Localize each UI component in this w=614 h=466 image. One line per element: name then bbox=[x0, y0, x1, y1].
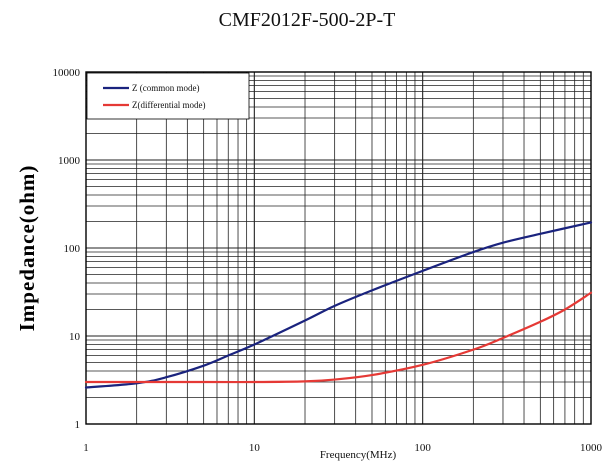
x-tick-label: 1 bbox=[83, 442, 89, 454]
legend-label-1: Z (common mode) bbox=[132, 83, 199, 93]
legend-box bbox=[86, 72, 250, 120]
series-line-1 bbox=[84, 221, 593, 389]
x-axis-ticks: 1 10 100 1000 bbox=[83, 442, 602, 454]
y-tick-label: 100 bbox=[64, 243, 81, 255]
chart-title: CMF2012F-500-2P-T bbox=[219, 9, 396, 31]
y-tick-label: 10 bbox=[69, 331, 81, 343]
series-lines bbox=[84, 221, 593, 389]
y-tick-label: 1000 bbox=[58, 155, 81, 167]
plot-frame bbox=[85, 71, 592, 425]
x-tick-label: 1000 bbox=[580, 442, 603, 454]
x-tick-label: 10 bbox=[249, 442, 261, 454]
y-tick-label: 10000 bbox=[53, 67, 81, 79]
y-tick-label: 1 bbox=[75, 419, 81, 431]
y-axis-label: Impedance(ohm) bbox=[15, 165, 39, 332]
grid bbox=[86, 72, 591, 424]
x-tick-label: 100 bbox=[414, 442, 431, 454]
legend-label-2: Z(differential mode) bbox=[132, 100, 206, 110]
y-axis-ticks: 1 10 100 1000 10000 bbox=[53, 67, 81, 431]
series-line-2 bbox=[84, 291, 593, 384]
x-axis-label: Frequency(MHz) bbox=[320, 449, 397, 461]
legend: Z (common mode) Z(differential mode) bbox=[86, 72, 250, 120]
